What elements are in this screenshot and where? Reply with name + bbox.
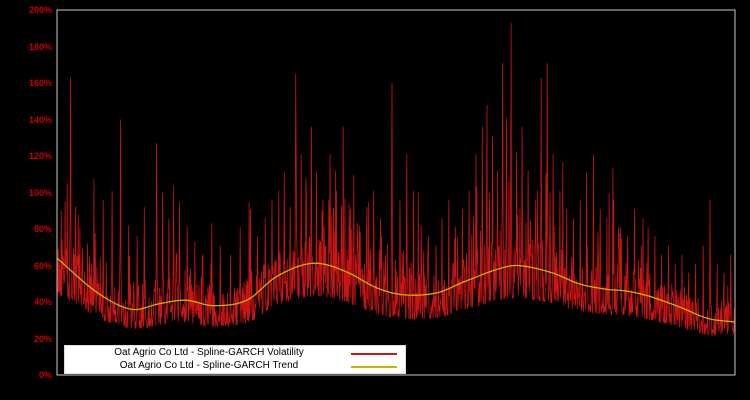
y-axis-tick-label: 60%: [33, 260, 52, 271]
trend-series: [56, 257, 736, 323]
legend-item-trend: Oat Agrio Co Ltd - Spline-GARCH Trend: [65, 360, 405, 372]
y-axis-tick-label: 100%: [28, 187, 52, 198]
trend-line-sample-icon: [351, 366, 397, 368]
plot-border: [56, 9, 736, 376]
legend-label-trend: Oat Agrio Co Ltd - Spline-GARCH Trend: [119, 360, 299, 371]
y-axis-tick-label: 0%: [38, 370, 52, 380]
volatility-series: [56, 22, 736, 337]
volatility-line-sample-icon: [351, 353, 397, 355]
y-axis-tick-label: 200%: [28, 5, 52, 15]
legend-label-volatility: Oat Agrio Co Ltd - Spline-GARCH Volatili…: [114, 347, 304, 358]
y-axis-tick-label: 80%: [33, 224, 52, 234]
y-axis-tick-label: 180%: [28, 41, 52, 52]
legend-item-volatility: Oat Agrio Co Ltd - Spline-GARCH Volatili…: [65, 347, 405, 359]
y-axis-tick-label: 120%: [28, 151, 52, 161]
y-axis-tick-label: 160%: [28, 78, 52, 88]
y-axis-tick-label: 40%: [33, 297, 52, 307]
y-axis-tick-label: 20%: [33, 333, 52, 344]
y-axis-tick-label: 140%: [28, 114, 52, 125]
legend: Oat Agrio Co Ltd - Spline-GARCH Volatili…: [65, 346, 405, 373]
